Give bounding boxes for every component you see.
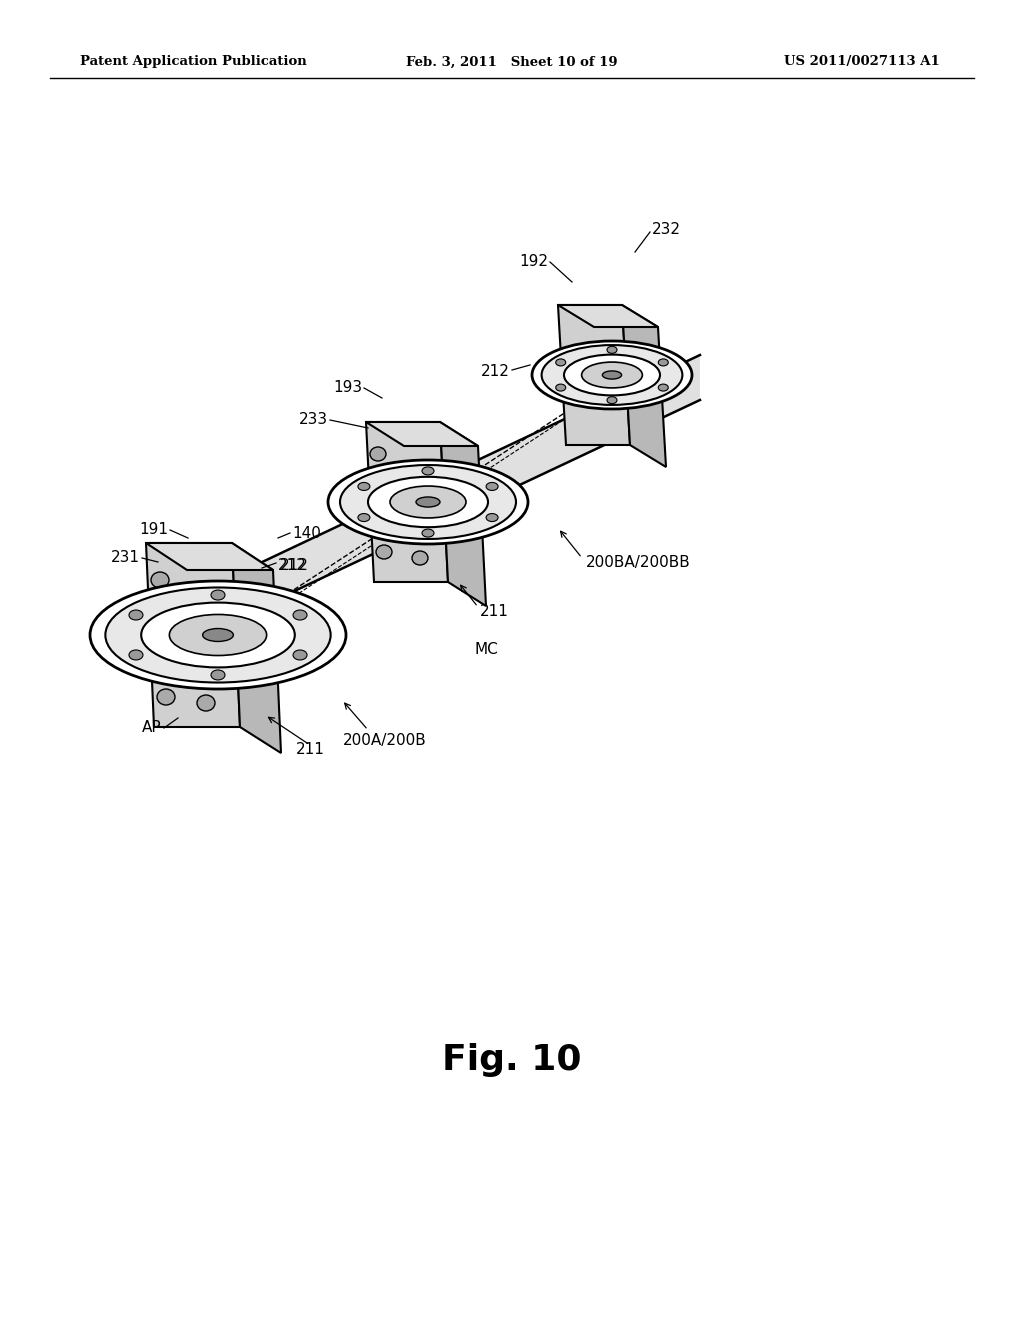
Ellipse shape	[607, 346, 617, 354]
Text: 200A/200B: 200A/200B	[343, 733, 427, 747]
Text: 232: 232	[652, 223, 681, 238]
Ellipse shape	[90, 581, 346, 689]
Ellipse shape	[162, 619, 218, 671]
Polygon shape	[366, 422, 449, 582]
Ellipse shape	[169, 615, 266, 656]
Ellipse shape	[556, 384, 565, 391]
Text: 140: 140	[292, 525, 321, 540]
Ellipse shape	[542, 345, 682, 405]
Ellipse shape	[390, 486, 466, 517]
Polygon shape	[622, 305, 666, 467]
Text: Feb. 3, 2011   Sheet 10 of 19: Feb. 3, 2011 Sheet 10 of 19	[407, 55, 617, 69]
Ellipse shape	[157, 689, 175, 705]
Ellipse shape	[422, 467, 434, 475]
Ellipse shape	[293, 649, 307, 660]
Ellipse shape	[358, 483, 370, 491]
Polygon shape	[145, 355, 700, 660]
Ellipse shape	[607, 397, 617, 404]
Ellipse shape	[564, 355, 660, 396]
Text: 231: 231	[111, 550, 140, 565]
Ellipse shape	[416, 496, 440, 507]
Text: Patent Application Publication: Patent Application Publication	[80, 55, 307, 69]
Text: US 2011/0027113 A1: US 2011/0027113 A1	[784, 55, 940, 69]
Ellipse shape	[582, 362, 642, 388]
Text: Fig. 10: Fig. 10	[442, 1043, 582, 1077]
Text: 212: 212	[278, 557, 307, 573]
Text: 191: 191	[139, 523, 168, 537]
Ellipse shape	[197, 696, 215, 711]
Ellipse shape	[368, 477, 488, 527]
Ellipse shape	[486, 513, 498, 521]
Polygon shape	[146, 543, 273, 570]
Ellipse shape	[105, 587, 331, 682]
Polygon shape	[146, 543, 240, 727]
Ellipse shape	[602, 371, 622, 379]
Ellipse shape	[151, 572, 169, 587]
Text: 233: 233	[299, 412, 328, 428]
Text: 200BA/200BB: 200BA/200BB	[586, 554, 691, 569]
Text: MC: MC	[474, 643, 498, 657]
Ellipse shape	[486, 483, 498, 491]
Ellipse shape	[340, 465, 516, 539]
Polygon shape	[558, 305, 658, 327]
Text: 193: 193	[333, 380, 362, 396]
Ellipse shape	[358, 513, 370, 521]
Ellipse shape	[412, 550, 428, 565]
Ellipse shape	[152, 610, 228, 680]
Ellipse shape	[422, 529, 434, 537]
Ellipse shape	[211, 671, 225, 680]
Polygon shape	[232, 543, 281, 752]
Ellipse shape	[141, 603, 295, 668]
Text: AP: AP	[142, 721, 162, 735]
Text: 192: 192	[519, 255, 548, 269]
Ellipse shape	[293, 610, 307, 620]
Ellipse shape	[203, 628, 233, 642]
Polygon shape	[558, 305, 630, 445]
Ellipse shape	[376, 545, 392, 558]
Ellipse shape	[370, 447, 386, 461]
Text: 211: 211	[296, 742, 325, 758]
Polygon shape	[366, 422, 478, 446]
Ellipse shape	[129, 649, 143, 660]
Ellipse shape	[129, 610, 143, 620]
Ellipse shape	[658, 384, 669, 391]
Polygon shape	[440, 422, 486, 606]
Ellipse shape	[556, 359, 565, 366]
Ellipse shape	[532, 341, 692, 409]
Ellipse shape	[658, 359, 669, 366]
Text: 211: 211	[480, 605, 509, 619]
Text: 212: 212	[280, 557, 309, 573]
Ellipse shape	[328, 459, 528, 544]
Ellipse shape	[211, 590, 225, 601]
Text: 212: 212	[481, 364, 510, 380]
